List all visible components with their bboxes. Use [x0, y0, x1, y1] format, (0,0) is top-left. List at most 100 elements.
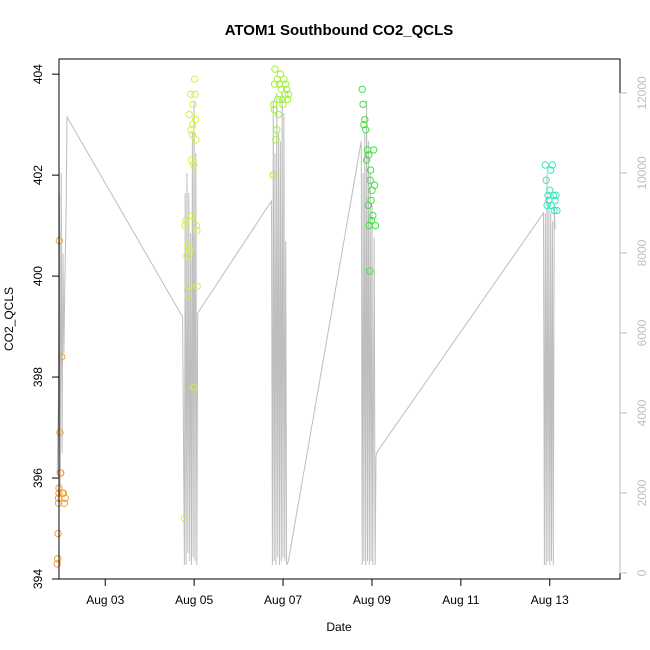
data-point — [366, 166, 375, 174]
data-point — [186, 90, 195, 99]
data-point — [187, 156, 196, 164]
x-axis-label: Date — [326, 620, 352, 634]
y-tick-label: 402 — [31, 165, 45, 185]
data-point — [192, 136, 200, 144]
data-point — [188, 211, 196, 220]
data-point — [370, 146, 378, 154]
data-point — [553, 206, 561, 215]
data-point — [547, 166, 555, 174]
data-point — [189, 100, 197, 109]
plot-frame — [58, 58, 621, 580]
data-point — [277, 85, 285, 94]
data-point — [284, 90, 293, 99]
data-point — [273, 126, 281, 134]
data-point — [54, 529, 62, 538]
chart-title: ATOM1 Southbound CO2_QCLS — [225, 22, 454, 39]
data-point — [188, 131, 197, 139]
y-axis-label: CO2_QCLS — [2, 287, 16, 351]
data-point — [542, 176, 550, 184]
data-point — [60, 499, 69, 507]
x-tick-label: Aug 11 — [442, 593, 479, 607]
data-point — [53, 560, 61, 568]
data-point — [282, 80, 290, 88]
data-point — [546, 186, 554, 195]
y2-tick-label: 12000 — [635, 76, 649, 110]
data-point — [185, 282, 193, 290]
data-point — [270, 105, 278, 114]
data-point — [279, 100, 287, 109]
data-point — [272, 136, 280, 144]
x-tick-label: Aug 13 — [531, 593, 569, 607]
data-point — [551, 196, 559, 205]
data-point — [59, 489, 68, 497]
data-point — [184, 292, 193, 300]
y2-tick-label: 4000 — [635, 399, 649, 426]
data-point — [184, 242, 192, 250]
y-tick-label: 400 — [31, 266, 45, 286]
data-point — [361, 115, 369, 124]
data-point — [190, 383, 198, 391]
data-point — [541, 161, 549, 169]
data-point — [180, 514, 189, 523]
data-point — [548, 161, 557, 169]
data-point — [61, 494, 69, 502]
data-point — [192, 221, 201, 230]
data-point — [276, 70, 285, 78]
data-point — [366, 176, 374, 184]
data-point — [190, 75, 199, 83]
data-point — [366, 267, 374, 275]
x-tick-label: Aug 05 — [175, 593, 213, 607]
y2-tick-label: 6000 — [635, 319, 649, 346]
y-tick-label: 398 — [31, 367, 45, 387]
data-point — [190, 161, 198, 169]
data-point — [193, 227, 201, 235]
y-axis-right: 0 2000 4000 6000 8000 10000 12000 — [619, 76, 649, 576]
y2-tick-label: 8000 — [635, 239, 649, 266]
data-point — [269, 171, 277, 179]
data-point — [193, 282, 201, 290]
co2-points — [53, 65, 561, 568]
x-axis: Aug 03 Aug 05 Aug 07 Aug 09 Aug 11 Aug 13 — [86, 578, 569, 607]
x-tick-label: Aug 07 — [264, 593, 302, 607]
data-point — [359, 100, 367, 109]
data-point — [552, 191, 560, 200]
y-axis-left: 394 396 398 400 402 404 — [31, 64, 60, 589]
data-point — [362, 126, 370, 134]
data-point — [57, 469, 65, 477]
y2-tick-label: 0 — [635, 569, 649, 576]
data-point — [191, 115, 200, 124]
data-point — [185, 110, 193, 119]
data-point — [280, 75, 288, 83]
data-point — [543, 201, 551, 210]
data-point — [367, 196, 375, 205]
data-point — [369, 211, 377, 220]
x-tick-label: Aug 03 — [86, 593, 124, 607]
y-tick-label: 404 — [31, 64, 45, 84]
data-point — [191, 90, 199, 99]
data-point — [187, 126, 195, 134]
data-point — [54, 555, 62, 563]
data-point — [186, 247, 194, 255]
data-point — [56, 428, 64, 437]
data-point — [358, 85, 366, 94]
data-point — [370, 181, 379, 189]
data-point — [550, 206, 558, 215]
y-tick-label: 394 — [31, 569, 45, 589]
y-tick-label: 396 — [31, 468, 45, 488]
data-point — [282, 85, 291, 94]
data-point — [274, 95, 282, 104]
data-point — [271, 65, 279, 73]
data-point — [283, 95, 292, 104]
data-point — [544, 191, 552, 200]
data-point — [367, 216, 376, 225]
data-point — [360, 120, 368, 129]
data-point — [274, 110, 283, 119]
data-point — [181, 221, 189, 230]
altitude-series — [56, 92, 556, 566]
altitude-line — [56, 92, 556, 566]
data-point — [182, 216, 190, 225]
data-point — [270, 100, 278, 109]
data-point — [371, 221, 380, 230]
data-point — [365, 151, 373, 159]
